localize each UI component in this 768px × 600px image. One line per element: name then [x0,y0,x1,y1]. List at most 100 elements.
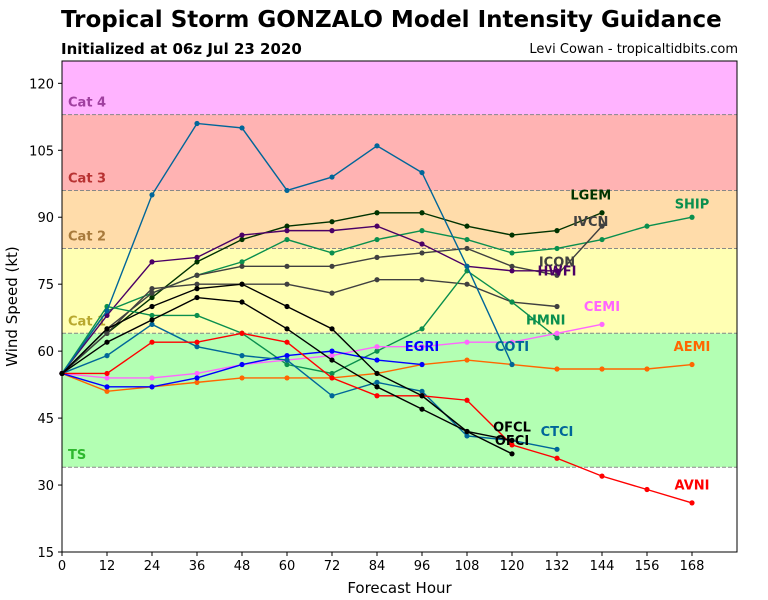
band-label: Cat 4 [68,96,106,111]
data-point-ship [284,236,290,243]
series-line-ctci [61,323,558,451]
data-point-hmni [554,335,560,341]
data-point-ctci [464,433,470,439]
data-point-ivcn [374,254,380,260]
data-point-coti [239,125,245,131]
band-ts [62,333,737,468]
x-tick-label: 120 [500,559,525,574]
data-point-icon [194,281,200,287]
data-point-ivcn [554,272,560,278]
data-point-ship [329,250,335,256]
data-point-coti [194,120,200,127]
y-tick-label: 30 [37,479,54,494]
data-point-aemi [464,357,470,363]
data-point-ship [464,236,470,243]
y-tick-label: 90 [37,211,54,226]
x-tick-label: 60 [279,559,296,574]
data-point-ofcl [284,303,290,310]
data-point-avni [554,455,560,461]
data-point-cemi [329,353,335,359]
data-point-ivcn [509,263,515,269]
data-point-ivcn [284,263,290,269]
band-label: Cat 2 [68,229,106,244]
data-point-lgem [599,210,605,216]
data-point-ctci [554,446,560,452]
data-point-avni [689,500,695,506]
data-point-ctci [149,321,155,327]
data-point-ofcl [509,451,515,457]
series-line-icon [61,279,558,374]
data-point-egri [149,384,155,390]
data-point-ofci [374,384,380,390]
y-axis-label: Wind Speed (kt) [3,246,21,367]
data-point-cemi [149,375,155,381]
data-point-ofci [104,339,110,345]
data-point-ivcn [464,245,470,252]
data-point-lgem [464,223,470,229]
data-point-icon [554,303,560,310]
x-tick-label: 96 [414,559,431,574]
band-label: TS [68,448,86,463]
data-point-ofcl [419,393,425,399]
data-point-ship [239,259,245,265]
data-point-aemi [644,366,650,372]
data-point-hwfi [239,232,245,238]
data-point-ofci [329,357,335,363]
data-point-ship [644,223,650,229]
y-tick-label: 45 [37,412,54,427]
x-tick-label: 24 [144,559,161,574]
data-point-aemi [239,375,245,381]
data-point-hmni [149,312,155,319]
data-point-avni [644,486,650,493]
data-point-lgem [239,236,245,243]
data-point-icon [464,281,470,287]
data-point-hwfi [284,228,290,234]
x-tick-label: 48 [234,559,251,574]
data-point-cemi [419,344,425,350]
data-point-coti [104,308,110,314]
data-point-ivcn [419,250,425,256]
data-point-hwfi [149,259,155,265]
data-point-avni [509,442,515,448]
band-cat-2 [62,190,737,249]
series-label-ship: SHIP [675,197,710,212]
data-point-ship [599,236,605,243]
series-label-ofcl: OFCL [493,420,531,435]
data-point-avni [284,339,290,345]
data-point-avni [329,375,335,381]
data-point-ofci [419,406,425,412]
data-point-ship [374,236,380,243]
data-point-aemi [599,366,605,372]
data-point-coti [329,174,335,180]
y-tick-label: 75 [37,278,54,293]
data-point-ivcn [239,263,245,269]
band-cat-3 [62,114,737,191]
x-tick-label: 84 [369,559,386,574]
y-tick-label: 105 [29,144,54,159]
data-point-ctci [329,393,335,399]
data-point-egri [374,357,380,363]
data-point-coti [284,187,290,194]
data-point-ofci [284,326,290,332]
data-point-cemi [194,370,200,377]
data-point-hwfi [554,268,560,274]
chart-subtitle: Initialized at 06z Jul 23 2020 [61,40,302,58]
data-point-ivcn [194,272,200,278]
data-point-egri [194,375,200,381]
data-point-ivcn [329,263,335,269]
data-point-hmni [419,326,425,332]
data-point-cemi [599,321,605,327]
data-point-hwfi [419,241,425,247]
x-axis-label: Forecast Hour [347,579,452,597]
data-point-aemi [554,366,560,372]
x-tick-label: 156 [635,559,660,574]
series-label-ctci: CTCI [541,425,574,440]
series-label-ofci: OFCI [495,434,529,449]
series-label-cemi: CEMI [584,300,620,315]
data-point-cemi [104,375,110,381]
data-point-cemi [509,339,515,345]
data-point-hmni [509,299,515,305]
data-point-ctci [419,388,425,394]
data-point-ship [689,214,695,220]
